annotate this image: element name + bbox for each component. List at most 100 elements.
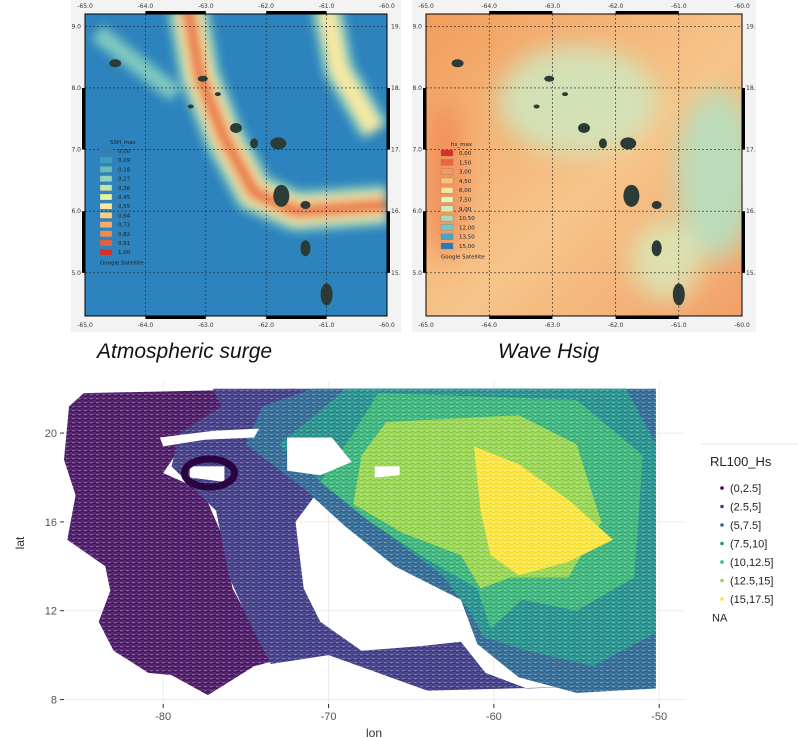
- legend-label: 1,00: [118, 250, 131, 256]
- legend-title: SSH_max: [110, 140, 137, 146]
- caption-right: Wave Hsig: [498, 340, 600, 363]
- y-tick-label: 8: [51, 695, 57, 707]
- islands: [109, 59, 333, 306]
- island: [273, 184, 290, 207]
- y-tick-label: 15.0: [412, 270, 422, 277]
- island: [270, 137, 287, 150]
- legend-swatch: [99, 203, 113, 210]
- legend-swatch: [99, 175, 113, 182]
- map-border: [82, 11, 390, 319]
- legend-key: [720, 560, 724, 564]
- legend-item: (7.5,10]: [730, 539, 767, 551]
- legend-swatch: [440, 214, 454, 222]
- legend-label: 6,00: [459, 188, 472, 194]
- legend-label: 0,82: [118, 232, 130, 238]
- y-tick-label: 19.0: [391, 23, 401, 30]
- legend-key: [720, 486, 724, 490]
- x-tick-label: -65.0: [418, 3, 434, 10]
- legend-swatch: [99, 147, 113, 155]
- legend-swatch: [99, 184, 113, 191]
- legend-label: 0,55: [118, 204, 131, 210]
- legend-swatch: [99, 230, 113, 237]
- region-(15,17.5]: [474, 446, 613, 576]
- x-tick-label: -63.0: [198, 322, 214, 329]
- island: [451, 59, 464, 68]
- x-tick-label: -62.0: [258, 322, 274, 329]
- legend-swatch: [99, 221, 113, 228]
- y-tick-label: 17.0: [412, 147, 422, 154]
- x-tick-label: -62.0: [608, 3, 624, 10]
- data-regions: [64, 388, 656, 696]
- y-tick-label: 16: [45, 517, 57, 529]
- land: [159, 428, 260, 447]
- legend-key: [720, 504, 724, 509]
- legend-swatch: [99, 193, 113, 201]
- x-tick-label: -61.0: [671, 322, 687, 329]
- legend-title: RL100_Hs: [710, 454, 772, 469]
- legend-label: 0,45: [118, 195, 131, 201]
- legend-label: 15,00: [459, 244, 475, 250]
- rl100-scatter-chart: -80 -70 -60 -50 8 12 16 20 lon lat RL100_Hs (0,2.5]…: [13, 382, 798, 738]
- y-tick-label: 20: [45, 428, 57, 440]
- x-tick-label: -63.0: [545, 3, 561, 10]
- legend-title: hs_max: [451, 142, 473, 148]
- legend-swatch: [440, 242, 454, 250]
- x-tick-label: -61.0: [319, 3, 335, 10]
- legend-swatch: [440, 233, 454, 240]
- y-tick-label: 15.0: [391, 270, 401, 277]
- legend-item: (2.5,5]: [730, 502, 761, 514]
- legend-label: 0,73: [118, 223, 131, 229]
- island: [197, 75, 208, 82]
- island: [544, 75, 555, 82]
- legend-key: [720, 597, 724, 601]
- legend-label: 12,00: [459, 225, 475, 231]
- y-tick-label: 18.0: [412, 85, 422, 92]
- x-tick-label: -64.0: [481, 322, 497, 329]
- y-tick-label: 18.0: [391, 85, 401, 92]
- x-tick-label: -65.0: [77, 3, 93, 10]
- island: [300, 201, 311, 210]
- x-tick-label: -60.0: [379, 322, 395, 329]
- y-tick-label: 15.0: [746, 270, 756, 277]
- legend-swatch: [99, 239, 113, 247]
- x-tick-label: -70: [321, 711, 337, 723]
- island: [562, 92, 569, 97]
- legend-label: 7,50: [459, 198, 472, 204]
- legend-swatch: [440, 149, 454, 157]
- y-tick-label: 15.0: [71, 270, 81, 277]
- map-tick-labels: -65.0 -65.0 -64.0 -64.0 -63.0 -63.0 -62.0 -62.0…: [71, 3, 401, 329]
- legend-label: 0,00: [459, 151, 472, 157]
- legend-swatch: [99, 249, 113, 256]
- legend-key: [720, 541, 724, 546]
- map-legend: SSH_max 0,00 0,09 0,18 0,27 0,36 0,45 0,55 0,64 0…: [99, 140, 144, 266]
- legend-swatch: [99, 157, 113, 164]
- map-tick-labels: -65.0 -65.0 -64.0 -64.0 -63.0 -63.0 -62.0 -62.0…: [412, 3, 756, 329]
- map-legend: hs_max 0,00 1,50 3,00 4,50 6,00 7,50 9,00 10,50 1…: [440, 142, 485, 260]
- island: [109, 59, 122, 68]
- legend-label: 1,50: [459, 160, 472, 166]
- legend-source: Google Satellite: [441, 254, 485, 260]
- x-tick-label: -65.0: [77, 322, 93, 329]
- x-axis-label: lon: [366, 726, 382, 738]
- legend-label: 0,64: [118, 213, 131, 219]
- x-tick-label: -80: [155, 711, 171, 723]
- region-(0,2.5]: [64, 388, 296, 696]
- scatter-legend: RL100_Hs (0,2.5] (2.5,5] (5,7.5] (7.5,10] (10…: [700, 443, 798, 625]
- legend-swatch: [440, 205, 454, 212]
- wave-map: -65.0 -65.0 -64.0 -64.0 -63.0 -63.0 -62.0 -62.0…: [412, 3, 756, 329]
- legend-item: (12.5,15]: [730, 576, 773, 588]
- y-tick-label: 17.0: [71, 147, 81, 154]
- island: [623, 184, 640, 207]
- island: [187, 104, 194, 109]
- y-tick-label: 16.0: [391, 208, 401, 215]
- y-tick-label: 16.0: [71, 208, 81, 215]
- caption-left: Atmospheric surge: [97, 340, 273, 363]
- y-tick-label: 18.0: [71, 85, 81, 92]
- legend-key: [720, 523, 724, 527]
- legend-label: 0,36: [118, 186, 131, 192]
- y-tick-label: 17.0: [746, 147, 756, 154]
- legend-source: Google Satellite: [100, 260, 144, 266]
- land: [189, 466, 225, 482]
- legend-item: (10,12.5]: [730, 557, 773, 569]
- islands: [451, 59, 685, 306]
